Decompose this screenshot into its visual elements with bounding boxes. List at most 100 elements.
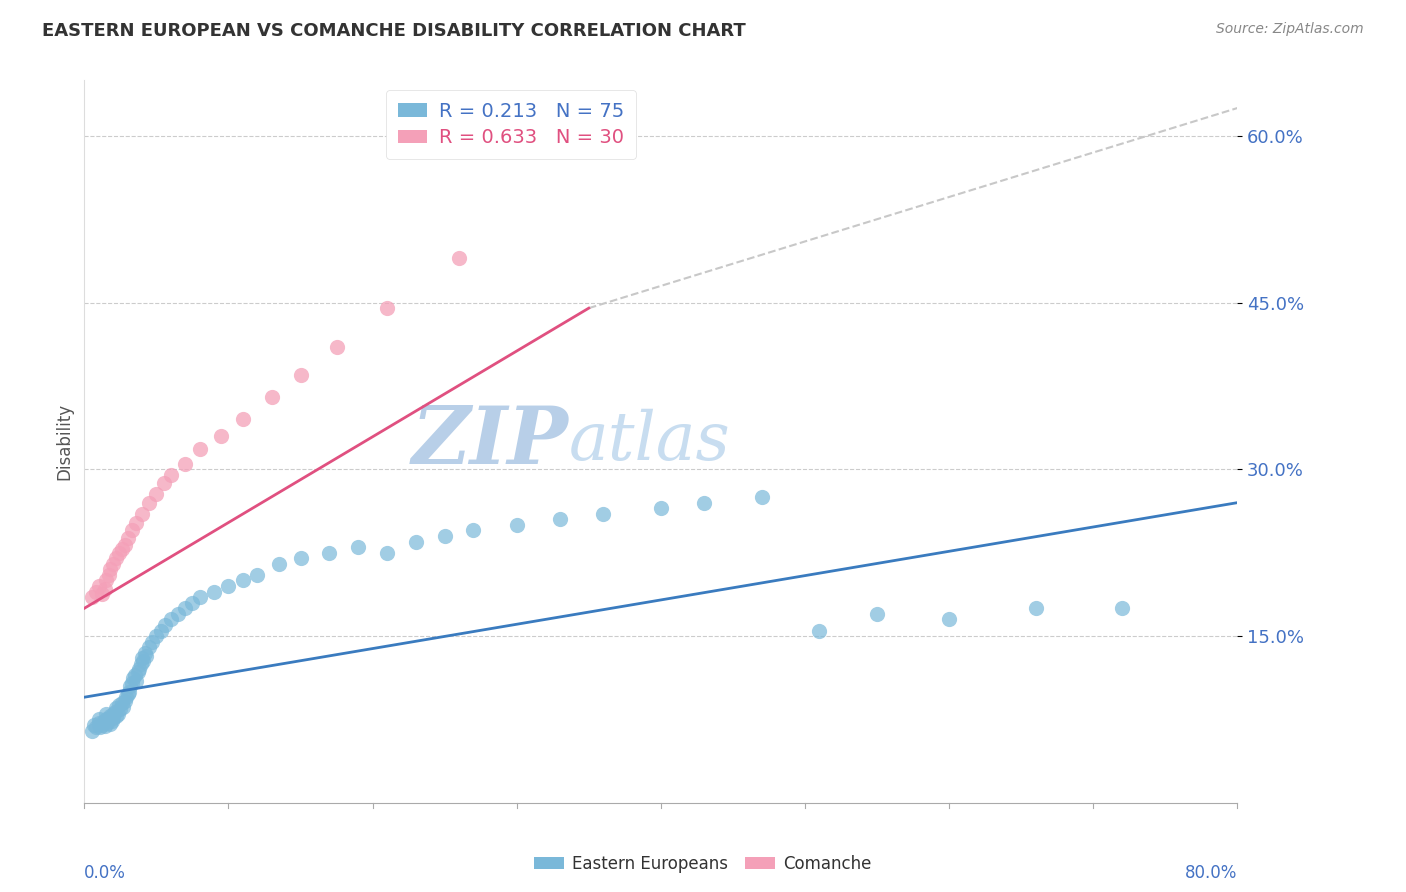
Point (89, 720, 111, 734)
Point (110, 702, 132, 716)
Point (87, 713, 110, 727)
Point (103, 557, 124, 571)
Point (97, 711, 120, 725)
Point (83, 718, 105, 732)
Point (87, 715, 110, 730)
Point (134, 646, 156, 660)
Point (188, 590, 211, 604)
Point (290, 551, 312, 566)
Point (117, 687, 139, 701)
Point (108, 546, 131, 560)
Point (117, 531, 139, 545)
Point (347, 540, 370, 554)
Point (105, 709, 128, 723)
Point (132, 653, 155, 667)
Point (94, 706, 117, 721)
Legend: R = 0.213   N = 75, R = 0.633   N = 30: R = 0.213 N = 75, R = 0.633 N = 30 (387, 90, 636, 159)
Point (650, 501, 672, 516)
Text: atlas: atlas (568, 409, 730, 475)
Point (449, 251, 471, 265)
Point (138, 640, 160, 655)
Point (135, 649, 157, 664)
Text: 80.0%: 80.0% (1185, 864, 1237, 882)
Point (121, 675, 143, 690)
Point (128, 662, 150, 676)
Point (114, 538, 136, 552)
Point (122, 671, 145, 685)
Point (232, 574, 254, 588)
Point (160, 612, 183, 626)
Text: Source: ZipAtlas.com: Source: ZipAtlas.com (1216, 22, 1364, 37)
Point (209, 429, 232, 443)
Point (318, 546, 340, 560)
Point (174, 601, 197, 615)
Point (118, 684, 141, 698)
Point (98, 562, 121, 576)
Point (112, 700, 135, 714)
Text: EASTERN EUROPEAN VS COMANCHE DISABILITY CORRELATION CHART: EASTERN EUROPEAN VS COMANCHE DISABILITY … (42, 22, 747, 40)
Point (325, 340, 347, 354)
Y-axis label: Disability: Disability (55, 403, 73, 480)
Point (103, 711, 124, 725)
Point (80, 590, 103, 604)
Text: ZIP: ZIP (412, 403, 568, 480)
Point (124, 668, 146, 682)
Point (111, 696, 134, 710)
Point (167, 607, 190, 621)
Point (98, 717, 121, 731)
Point (80, 723, 103, 738)
Text: 0.0%: 0.0% (84, 864, 127, 882)
Point (938, 612, 960, 626)
Point (105, 701, 128, 715)
Point (463, 524, 485, 538)
Point (131, 651, 153, 665)
Point (94, 574, 117, 588)
Point (246, 568, 269, 582)
Point (232, 412, 254, 426)
Point (138, 496, 160, 510)
Point (548, 512, 571, 526)
Point (808, 624, 831, 638)
Point (1025, 601, 1047, 615)
Point (433, 529, 456, 543)
Point (141, 634, 163, 648)
Point (127, 665, 149, 679)
Point (107, 706, 129, 721)
Point (202, 584, 225, 599)
Point (866, 607, 889, 621)
Point (115, 690, 138, 705)
Point (104, 705, 127, 719)
Point (174, 457, 197, 471)
Point (129, 657, 152, 671)
Point (131, 507, 153, 521)
Point (90, 718, 112, 732)
Point (87, 579, 110, 593)
Legend: Eastern Europeans, Comanche: Eastern Europeans, Comanche (527, 848, 879, 880)
Point (290, 368, 312, 382)
Point (592, 507, 614, 521)
Point (93, 582, 115, 597)
Point (91, 714, 114, 729)
Point (98, 709, 121, 723)
Point (145, 487, 167, 501)
Point (121, 524, 143, 538)
Point (84, 720, 107, 734)
Point (188, 442, 211, 457)
Point (152, 475, 174, 490)
Point (84, 584, 107, 599)
Point (1111, 601, 1133, 615)
Point (125, 516, 148, 530)
Point (405, 534, 427, 549)
Point (693, 496, 716, 510)
Point (218, 579, 240, 593)
Point (181, 596, 204, 610)
Point (267, 557, 290, 571)
Point (105, 551, 128, 566)
Point (120, 679, 142, 693)
Point (100, 714, 122, 728)
Point (90, 587, 112, 601)
Point (149, 624, 172, 638)
Point (108, 698, 131, 712)
Point (125, 673, 148, 688)
Point (94, 713, 117, 727)
